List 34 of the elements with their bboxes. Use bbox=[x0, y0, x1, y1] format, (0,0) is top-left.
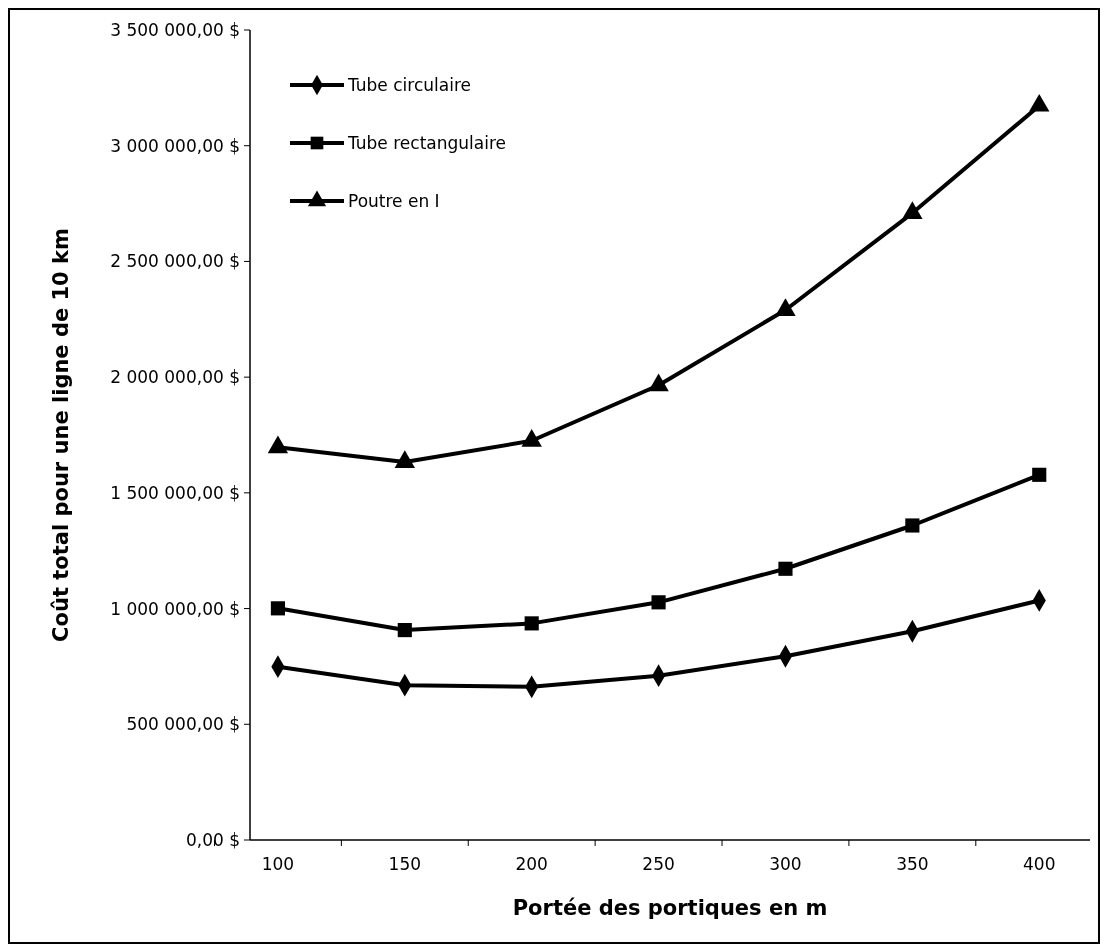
y-tick-label: 1 500 000,00 $ bbox=[110, 482, 240, 503]
point bbox=[775, 298, 796, 316]
point bbox=[902, 201, 923, 219]
point bbox=[397, 623, 412, 638]
legend-label: Tube circulaire bbox=[347, 74, 471, 95]
x-tick-label: 300 bbox=[769, 854, 802, 874]
point bbox=[778, 561, 793, 576]
x-tick-label: 400 bbox=[1023, 854, 1056, 874]
point bbox=[270, 601, 285, 616]
x-tick-label: 100 bbox=[261, 854, 295, 874]
point bbox=[521, 429, 542, 447]
point bbox=[905, 518, 920, 533]
x-tick-label: 150 bbox=[388, 854, 422, 874]
x-tick-label: 250 bbox=[642, 854, 675, 874]
point bbox=[267, 435, 289, 454]
point bbox=[1029, 93, 1050, 112]
legend-label: Tube rectangulaire bbox=[347, 132, 507, 153]
y-tick-label: 2 000 000,00 $ bbox=[110, 367, 240, 388]
point bbox=[524, 616, 539, 631]
x-axis-title: Portée des portiques en m bbox=[512, 896, 828, 920]
y-tick-label: 1 000 000,00 $ bbox=[110, 598, 240, 619]
legend-label: Poutre en I bbox=[348, 190, 440, 211]
point bbox=[1032, 467, 1047, 482]
y-tick-label: 3 500 000,00 $ bbox=[110, 19, 240, 40]
y-tick-label: 0,00 $ bbox=[185, 829, 240, 850]
point bbox=[651, 595, 666, 610]
y-tick-label: 2 500 000,00 $ bbox=[110, 251, 240, 272]
point bbox=[394, 450, 415, 468]
x-tick-label: 200 bbox=[515, 854, 548, 874]
point bbox=[648, 373, 669, 392]
y-tick-label: 500 000,00 $ bbox=[126, 714, 240, 735]
y-tick-label: 3 000 000,00 $ bbox=[110, 135, 240, 156]
x-tick-label: 350 bbox=[896, 854, 929, 874]
y-axis-title: Coût total pour une ligne de 10 km bbox=[49, 228, 73, 642]
